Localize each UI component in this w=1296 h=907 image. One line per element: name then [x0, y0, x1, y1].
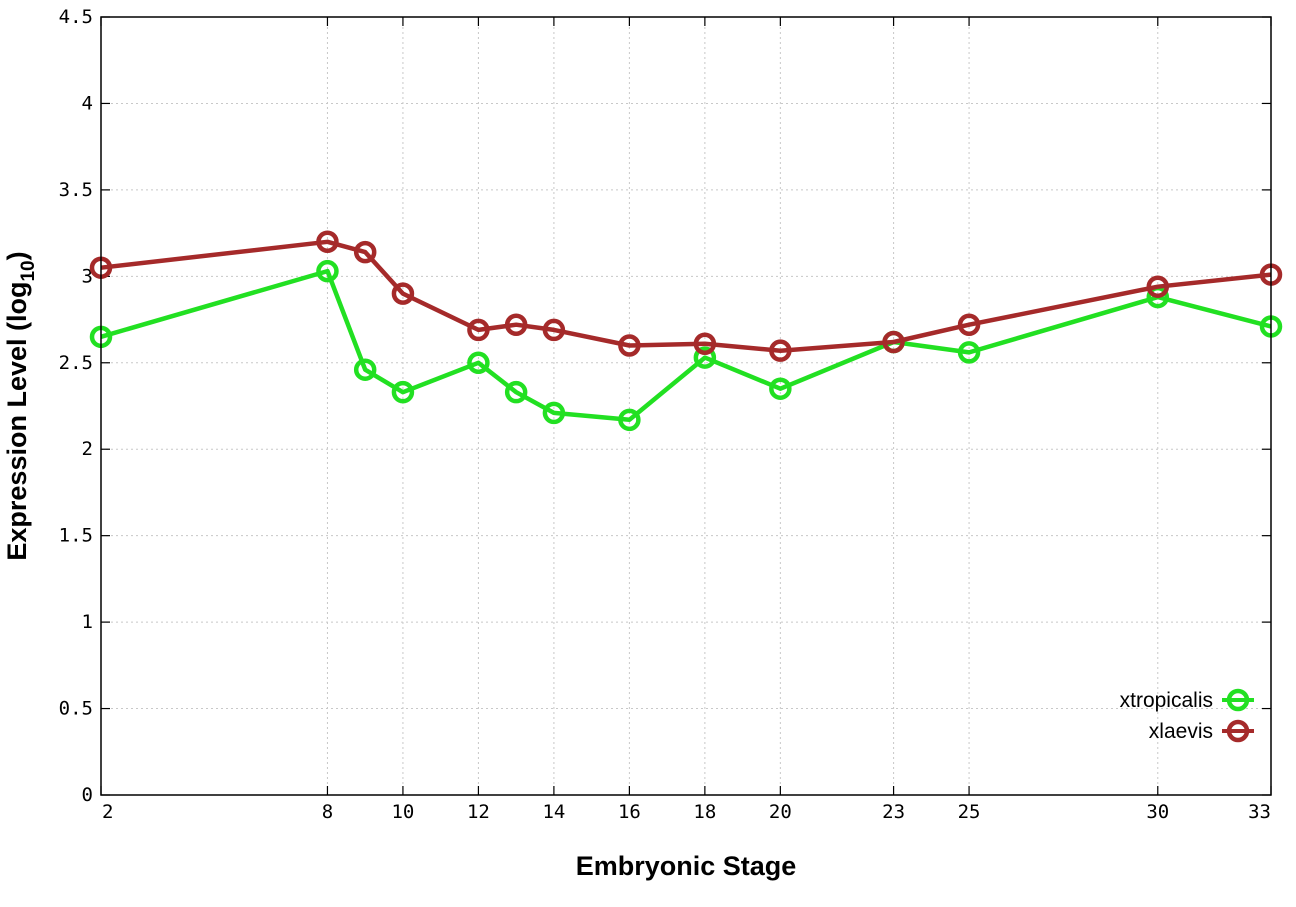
data-point-xtropicalis — [693, 346, 717, 369]
x-tick-label: 12 — [467, 801, 490, 823]
y-tick-label: 1 — [82, 611, 93, 633]
data-point-xlaevis — [504, 313, 528, 336]
y-tick-label: 3 — [82, 265, 93, 287]
x-tick-labels: 2 8 10 12 14 16 18 20 23 25 30 33 — [102, 801, 1271, 823]
x-tick-label: 18 — [693, 801, 716, 823]
data-point-xlaevis — [693, 332, 717, 356]
data-point-xlaevis — [769, 339, 792, 362]
data-point-xlaevis — [542, 318, 566, 342]
y-axis-title-main: Expression Level (log — [2, 282, 32, 561]
data-point-xlaevis — [957, 313, 981, 336]
legend-marker-xlaevis — [1226, 719, 1250, 743]
data-point-xlaevis — [1146, 275, 1170, 298]
y-tick-label: 0.5 — [59, 698, 93, 720]
legend-entry-xlaevis: xlaevis — [1149, 719, 1254, 743]
x-tick-label: 2 — [102, 801, 113, 823]
grid — [101, 17, 1271, 795]
y-tick-labels: 0 0.5 1 1.5 2 2.5 3 3.5 4 4.5 — [59, 6, 93, 806]
y-tick-label: 1.5 — [59, 525, 93, 547]
legend: xtropicalis xlaevis — [1120, 688, 1254, 743]
x-tick-label: 30 — [1146, 801, 1169, 823]
data-point-xlaevis — [467, 318, 490, 342]
legend-marker-xtropicalis — [1226, 688, 1250, 712]
x-tick-label: 25 — [958, 801, 981, 823]
plot-frame — [100, 16, 1272, 796]
x-tick-label: 10 — [391, 801, 414, 823]
y-axis-title-close: ) — [2, 251, 32, 260]
data-point-xtropicalis — [391, 380, 415, 404]
data-point-xlaevis — [391, 282, 415, 305]
legend-label-xlaevis: xlaevis — [1149, 720, 1213, 743]
y-axis-title-subscript: 10 — [18, 260, 39, 281]
data-point-xlaevis — [316, 230, 339, 254]
x-axis-title: Embryonic Stage — [576, 851, 797, 881]
x-tick-label: 20 — [769, 801, 792, 823]
data-point-xtropicalis — [542, 401, 566, 425]
data-point-xlaevis — [882, 330, 905, 354]
y-tick-label: 2.5 — [59, 352, 93, 374]
y-tick-label: 4 — [82, 92, 93, 114]
data-point-xtropicalis — [504, 380, 528, 404]
x-tick-label: 33 — [1248, 801, 1271, 823]
legend-entry-xtropicalis: xtropicalis — [1120, 688, 1254, 712]
data-point-xtropicalis — [957, 341, 981, 364]
y-axis-title: Expression Level (log10) — [2, 251, 39, 560]
y-tick-label: 2 — [82, 438, 93, 460]
x-tick-label: 8 — [322, 801, 333, 823]
series-line-xlaevis — [100, 239, 1272, 353]
series-group — [89, 230, 1283, 432]
data-point-xtropicalis — [316, 259, 339, 283]
x-tick-label: 14 — [542, 801, 565, 823]
data-point-xlaevis — [353, 240, 377, 264]
data-point-xtropicalis — [353, 358, 377, 381]
data-point-xtropicalis — [467, 351, 490, 375]
x-tick-label: 23 — [882, 801, 905, 823]
x-tick-label: 16 — [618, 801, 641, 823]
data-point-xlaevis — [618, 334, 641, 357]
y-tick-label: 3.5 — [59, 179, 93, 201]
y-tick-label: 4.5 — [59, 6, 93, 28]
data-point-xtropicalis — [769, 377, 792, 400]
data-point-xtropicalis — [618, 408, 641, 432]
axis-ticks — [100, 16, 1272, 796]
y-tick-label: 0 — [82, 784, 93, 806]
legend-label-xtropicalis: xtropicalis — [1120, 689, 1213, 712]
series-xlaevis — [89, 230, 1283, 362]
